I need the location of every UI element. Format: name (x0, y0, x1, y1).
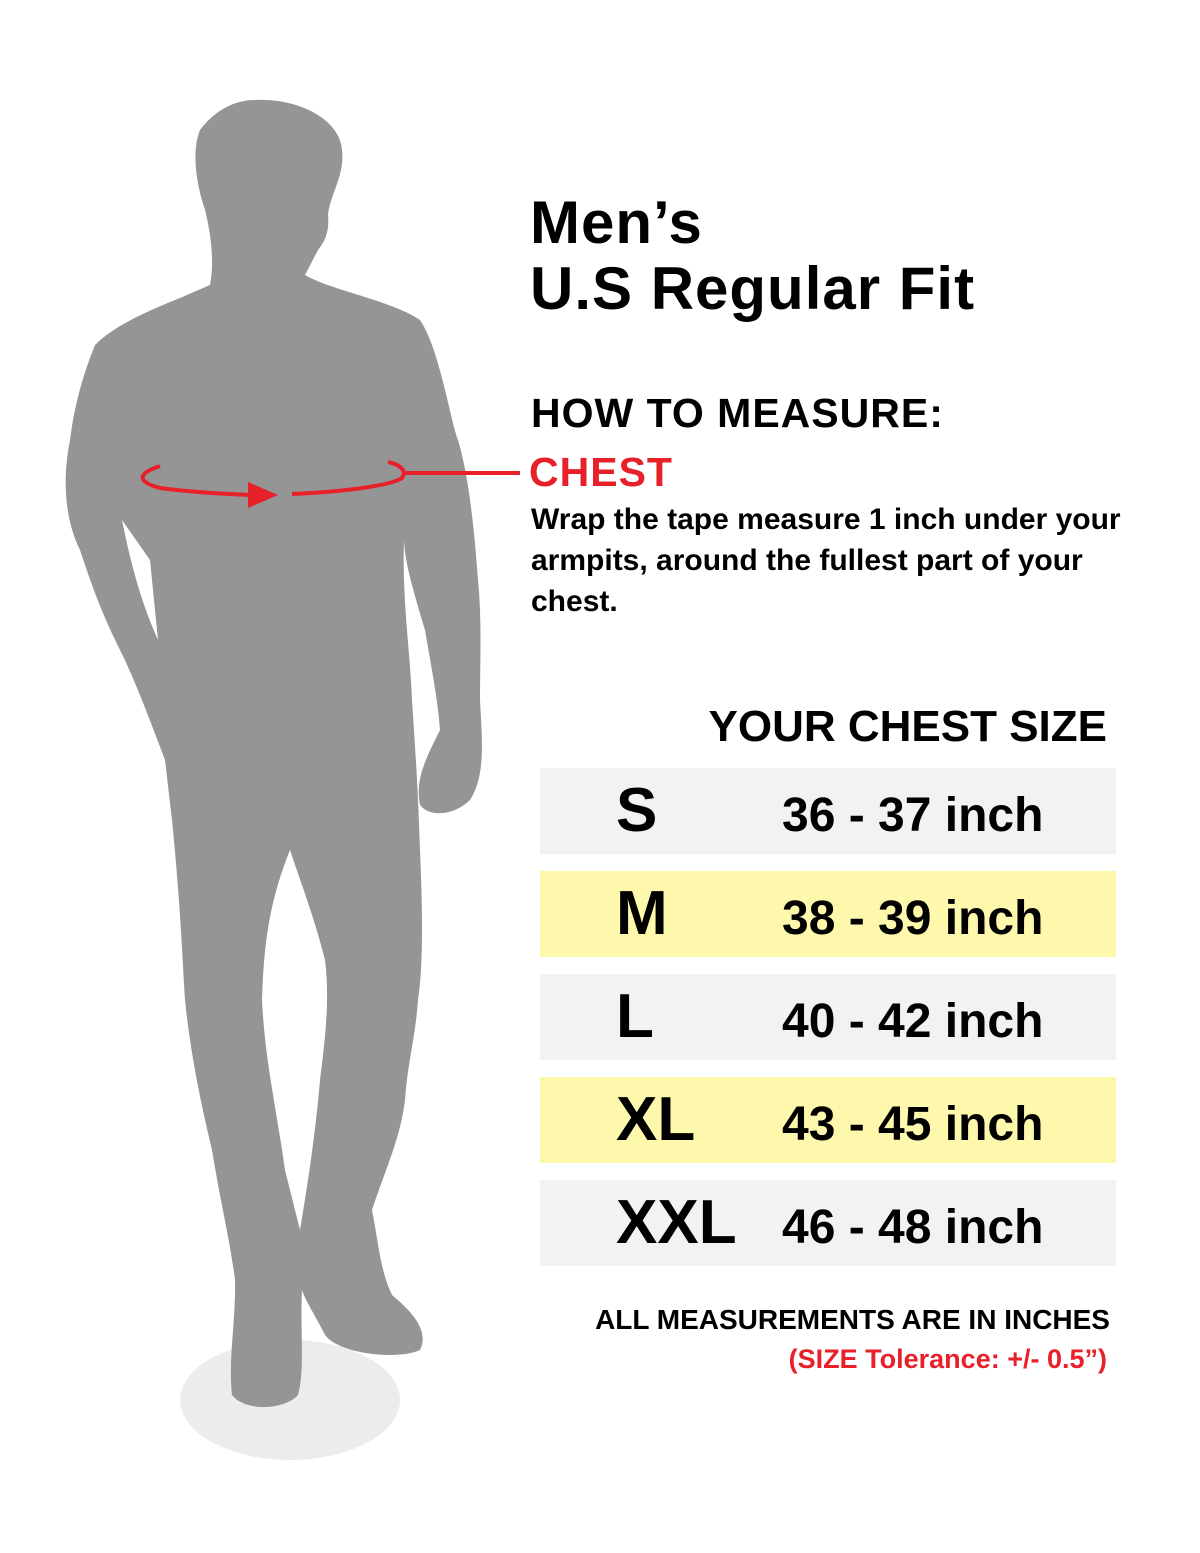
size-label: S (616, 776, 658, 845)
page-title: Men’s U.S Regular Fit (530, 190, 975, 322)
size-tolerance-note: (SIZE Tolerance: +/- 0.5”) (788, 1344, 1107, 1374)
size-label: L (616, 982, 654, 1051)
how-to-measure-heading: HOW TO MEASURE: (531, 390, 944, 436)
title-line-1: Men’s (530, 189, 703, 256)
man-silhouette-illustration (65, 99, 520, 1460)
tape-measure-front-icon (291, 460, 406, 496)
size-range: 43 - 45 inch (782, 1098, 1044, 1151)
size-label: M (616, 879, 668, 948)
size-row-l: L 40 - 42 inch (540, 974, 1116, 1060)
tape-measure-back-icon (140, 464, 251, 497)
size-range: 38 - 39 inch (782, 892, 1044, 945)
legs-gap (262, 850, 328, 1230)
size-range: 36 - 37 inch (782, 789, 1044, 842)
measure-description: Wrap the tape measure 1 inch under your … (531, 503, 1121, 618)
size-row-xl: XL 43 - 45 inch (540, 1077, 1116, 1163)
size-row-xxl: XXL 46 - 48 inch (540, 1180, 1116, 1266)
size-label: XXL (616, 1188, 737, 1257)
size-row-s: S 36 - 37 inch (540, 768, 1116, 854)
tape-arrow-icon (248, 482, 278, 508)
size-row-m: M 38 - 39 inch (540, 871, 1116, 957)
size-range: 40 - 42 inch (782, 995, 1044, 1048)
chest-label: CHEST (529, 449, 673, 495)
man-silhouette (65, 99, 482, 1408)
title-line-2: U.S Regular Fit (530, 255, 976, 322)
size-label: XL (616, 1085, 696, 1154)
size-range: 46 - 48 inch (782, 1201, 1044, 1254)
chest-size-heading: YOUR CHEST SIZE (708, 702, 1108, 751)
body-gap-left (122, 520, 158, 640)
measurement-unit-note: ALL MEASUREMENTS ARE IN INCHES (595, 1304, 1110, 1335)
